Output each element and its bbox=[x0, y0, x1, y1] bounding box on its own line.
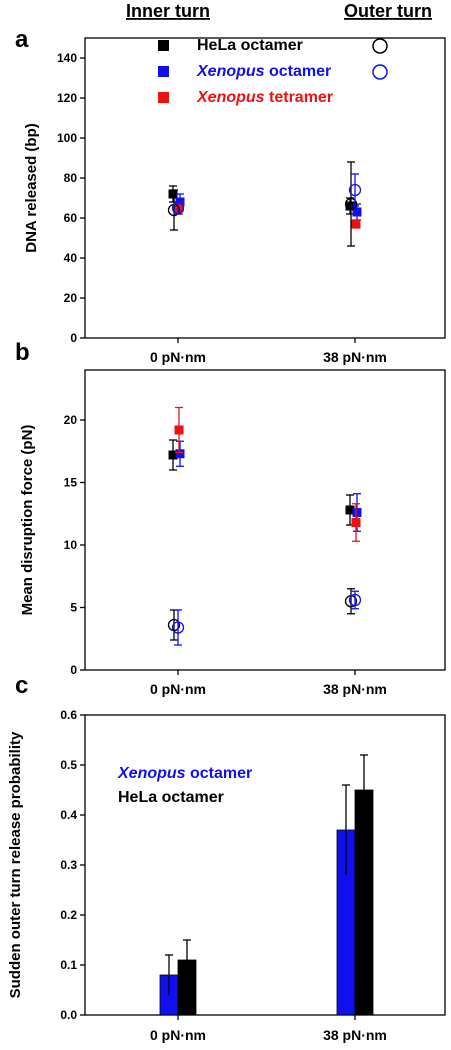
legend-marker-square bbox=[158, 92, 169, 103]
panel-a-ytick-label: 100 bbox=[57, 131, 77, 145]
inner-turn-header: Inner turn bbox=[126, 1, 210, 21]
panel-b-data-point bbox=[352, 508, 362, 517]
panel-b-ytick-label: 20 bbox=[64, 413, 78, 427]
panel-c-ytick-label: 0.0 bbox=[60, 1008, 77, 1022]
panel-c-ytick-label: 0.5 bbox=[60, 758, 77, 772]
panel-a-ytick-label: 40 bbox=[64, 251, 78, 265]
panel-b-ytick-label: 10 bbox=[64, 538, 78, 552]
panel-a-data-point bbox=[351, 219, 361, 229]
outer-turn-header: Outer turn bbox=[344, 1, 432, 21]
panel-a-category-label: 38 pN·nm bbox=[323, 349, 387, 365]
panel-b-data-point bbox=[175, 449, 185, 459]
legend-label-text: HeLa octamer bbox=[118, 789, 224, 806]
panel-c-letter: c bbox=[15, 672, 28, 699]
panel-a-data-point bbox=[168, 189, 178, 199]
panel-b-chart: b 0 5 10 15 20 0 pN·nm 38 pN·nm Mean disruption … bbox=[15, 339, 446, 697]
panel-a-data-point bbox=[352, 207, 362, 217]
panel-b-y-axis-label: Mean disruption force (pN) bbox=[19, 425, 36, 616]
panel-a-ytick-label: 20 bbox=[64, 291, 78, 305]
panel-a-axes-frame bbox=[84, 37, 446, 339]
legend-marker-square bbox=[158, 40, 169, 51]
legend-label-text: tetramer bbox=[265, 89, 333, 106]
panel-c-category-label: 38 pN·nm bbox=[323, 1027, 387, 1043]
legend-marker-circle bbox=[372, 64, 388, 80]
panel-a-ytick-label: 60 bbox=[64, 211, 78, 225]
panel-a-data-point bbox=[171, 201, 185, 215]
panel-b-data-point bbox=[345, 505, 355, 515]
panel-b-data-point bbox=[348, 593, 362, 607]
legend-label: Xenopus octamer bbox=[117, 765, 252, 782]
panel-c-ytick-label: 0.2 bbox=[60, 908, 77, 922]
legend-label-text: HeLa octamer bbox=[197, 37, 303, 54]
legend-label: Xenopus octamer bbox=[196, 63, 331, 80]
panel-a-letter: a bbox=[15, 26, 29, 53]
panel-b-ytick-label: 5 bbox=[70, 601, 77, 615]
panel-b-category-label: 38 pN·nm bbox=[323, 681, 387, 697]
panel-b-data-point bbox=[168, 450, 178, 460]
panel-a-ytick-label: 80 bbox=[64, 171, 78, 185]
panel-a-chart: a 0 20 40 60 80 100 120 140 0 pN·nm 38 pN·nm DNA re… bbox=[15, 26, 446, 365]
panel-c-ytick-label: 0.1 bbox=[60, 958, 77, 972]
panel-a-ytick-label: 120 bbox=[57, 91, 77, 105]
panel-b-data-point bbox=[174, 425, 184, 435]
panel-c-ytick-label: 0.4 bbox=[60, 808, 77, 822]
panel-a-category-label: 0 pN·nm bbox=[150, 349, 206, 365]
panel-b-category-label: 0 pN·nm bbox=[150, 681, 206, 697]
legend-label: HeLa octamer bbox=[197, 37, 303, 54]
panel-a-y-axis-label: DNA released (bp) bbox=[23, 123, 40, 252]
panel-b-data-point bbox=[171, 621, 185, 634]
legend-marker-square bbox=[158, 66, 169, 77]
legend-label-text: octamer bbox=[265, 63, 332, 80]
panel-b-ytick-label: 15 bbox=[64, 476, 78, 490]
panel-c-ytick-label: 0.6 bbox=[60, 708, 77, 722]
panel-c-axes-frame bbox=[84, 714, 446, 1016]
legend-marker-circle bbox=[372, 38, 388, 54]
panel-c-category-label: 0 pN·nm bbox=[150, 1027, 206, 1043]
legend-label-italic: Xenopus bbox=[196, 63, 265, 80]
panel-a-ytick-label: 140 bbox=[57, 51, 77, 65]
legend-label-text: octamer bbox=[186, 765, 253, 782]
panel-b-axes-frame bbox=[84, 369, 446, 671]
panel-a-data-point bbox=[344, 197, 358, 211]
panel-b-data-point bbox=[351, 518, 361, 527]
panel-c-chart: c 0.0 0.1 0.2 0.3 0.4 0.5 0.6 0 pN·nm 38 pN·nm Sud… bbox=[7, 672, 446, 1043]
panel-b-letter: b bbox=[15, 339, 30, 366]
panel-c-y-axis-label: Sudden outer turn release probability bbox=[7, 731, 24, 998]
panel-b-ytick-label: 0 bbox=[70, 663, 77, 677]
legend-label: Xenopus tetramer bbox=[196, 89, 333, 106]
panel-c-ytick-label: 0.3 bbox=[60, 858, 77, 872]
legend-label-italic: Xenopus bbox=[117, 765, 186, 782]
panel-a-data-point bbox=[348, 183, 362, 197]
legend-label: HeLa octamer bbox=[118, 789, 224, 806]
panel-a-ytick-label: 0 bbox=[70, 331, 77, 345]
panel-a-data-point bbox=[345, 201, 355, 211]
legend-label-italic: Xenopus bbox=[196, 89, 265, 106]
